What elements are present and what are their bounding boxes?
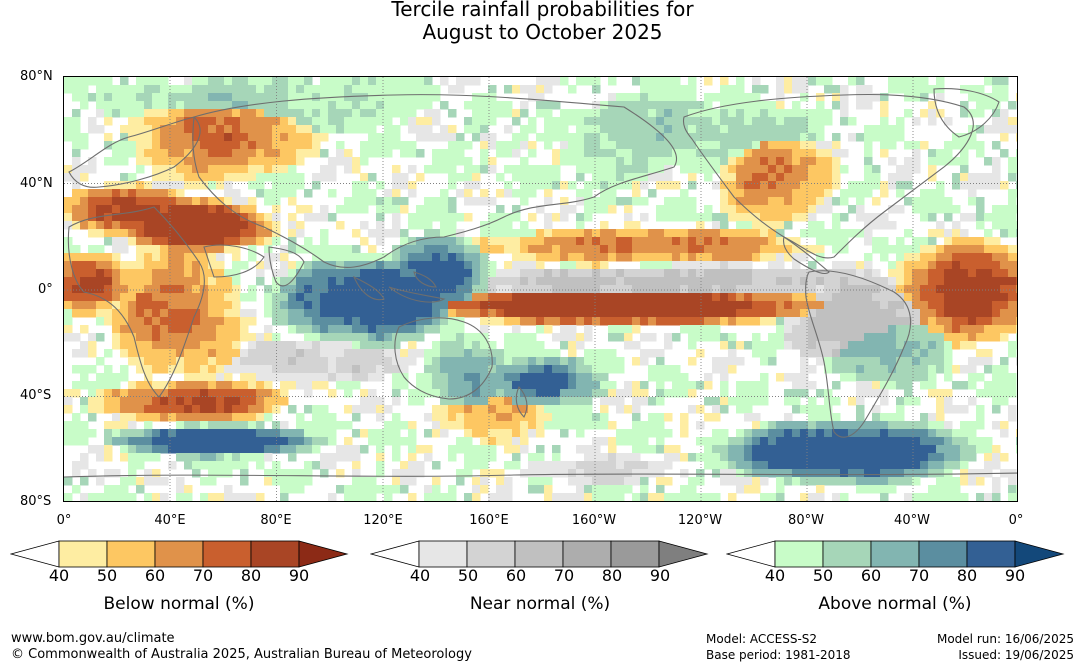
legend-above-normal-colorbar [726, 540, 1065, 568]
graticule [64, 77, 1017, 501]
lon-label-120e: 120°E [363, 513, 403, 528]
footer-copyright: © Commonwealth of Australia 2025, Austra… [11, 647, 472, 662]
legend-below-tick: 90 [288, 566, 310, 585]
lon-label-40w: 40°W [894, 513, 930, 528]
legend-above-tick: 50 [812, 566, 834, 585]
legend-near-normal-colorbar [370, 540, 709, 568]
lon-label-160w: 160°W [571, 513, 617, 528]
legend-above-tick: 80 [956, 566, 978, 585]
lon-label-0-east: 0° [1008, 513, 1024, 528]
footer-model: Model: ACCESS-S2 [706, 632, 818, 646]
lat-label-40s: 40°S [20, 388, 52, 403]
probability-map-canvas [64, 77, 1017, 501]
map-title-line-1: Tercile rainfall probabilities for [391, 0, 694, 21]
legend-near-tick: 40 [409, 566, 431, 585]
legend-below-normal-colorbar [10, 540, 349, 568]
legend-below-tick: 70 [192, 566, 214, 585]
lon-label-160e: 160°E [469, 513, 509, 528]
lat-label-80s: 80°S [20, 494, 52, 509]
footer-base-period: Base period: 1981-2018 [706, 648, 851, 662]
legend-below-tick: 50 [96, 566, 118, 585]
footer-model-run: Model run: 16/06/2025 [936, 632, 1074, 646]
legend-near-tick: 90 [649, 566, 671, 585]
legend-above-tick: 70 [908, 566, 930, 585]
lat-label-80n: 80°N [20, 69, 53, 84]
lat-label-40n: 40°N [20, 176, 53, 191]
lat-label-equator: 0° [38, 282, 53, 297]
legend-below-tick: 60 [144, 566, 166, 585]
legend-below-tick: 80 [240, 566, 262, 585]
probability-map [63, 76, 1018, 502]
legend-near-tick: 50 [457, 566, 479, 585]
probability-field [64, 77, 1017, 501]
legend-near-title: Near normal (%) [469, 594, 611, 614]
legend-below-title: Below normal (%) [103, 594, 255, 614]
legend-near-tick: 80 [601, 566, 623, 585]
footer-issued: Issued: 19/06/2025 [958, 648, 1074, 662]
lon-label-80w: 80°W [788, 513, 824, 528]
map-title-line-2: August to October 2025 [422, 20, 663, 44]
legend-above-tick: 60 [860, 566, 882, 585]
coastlines [64, 88, 1017, 478]
lon-label-80e: 80°E [260, 513, 292, 528]
lon-label-120w: 120°W [677, 513, 723, 528]
legend-near-tick: 70 [553, 566, 575, 585]
legend-above-title: Above normal (%) [818, 594, 972, 614]
legend-above-tick: 40 [764, 566, 786, 585]
lon-label-40e: 40°E [154, 513, 186, 528]
legend-above-tick: 90 [1004, 566, 1026, 585]
footer-url: www.bom.gov.au/climate [11, 631, 175, 646]
lon-label-0: 0° [56, 513, 72, 528]
legend-near-tick: 60 [505, 566, 527, 585]
legend-below-tick: 40 [48, 566, 70, 585]
